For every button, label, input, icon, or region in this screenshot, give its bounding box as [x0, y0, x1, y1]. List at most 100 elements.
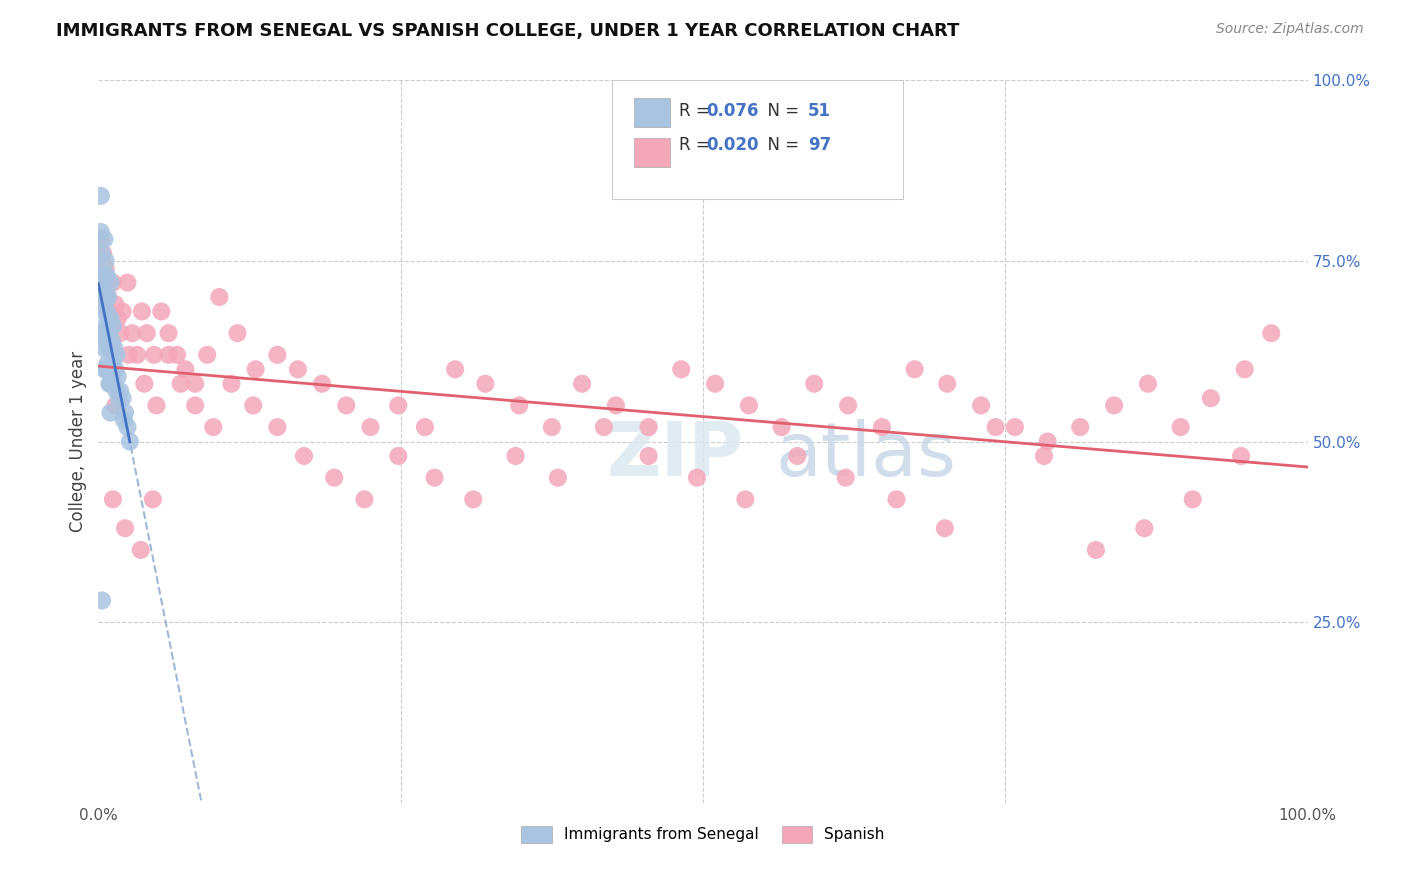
Point: [474, 376, 496, 391]
FancyBboxPatch shape: [634, 138, 671, 167]
Point: [104, 362, 127, 376]
Point: [91, 246, 114, 260]
Point: [686, 470, 709, 484]
Point: [803, 376, 825, 391]
Point: [100, 334, 122, 348]
Point: [592, 420, 614, 434]
Point: [91, 341, 114, 355]
Point: [157, 348, 180, 362]
Point: [134, 376, 156, 391]
Point: [870, 420, 893, 434]
Point: [90, 225, 112, 239]
Point: [108, 326, 131, 340]
Point: [91, 290, 114, 304]
Point: [738, 398, 761, 412]
Point: [157, 326, 180, 340]
Point: [1033, 449, 1056, 463]
Point: [571, 376, 593, 391]
Point: [184, 376, 207, 391]
Point: [100, 341, 122, 355]
Point: [1069, 420, 1091, 434]
Point: [508, 398, 530, 412]
Point: [786, 449, 808, 463]
Point: [93, 268, 115, 283]
Point: [100, 318, 122, 333]
Point: [605, 398, 627, 412]
Point: [287, 362, 309, 376]
Point: [226, 326, 249, 340]
Point: [353, 492, 375, 507]
Text: 51: 51: [808, 103, 831, 120]
Point: [1233, 362, 1256, 376]
Point: [360, 420, 382, 434]
Point: [1085, 542, 1108, 557]
Point: [98, 311, 121, 326]
Point: [91, 326, 114, 340]
Point: [540, 420, 562, 434]
Point: [103, 341, 125, 355]
Point: [107, 311, 129, 326]
Legend: Immigrants from Senegal, Spanish: Immigrants from Senegal, Spanish: [515, 820, 891, 849]
Point: [174, 362, 197, 376]
Point: [292, 449, 315, 463]
Point: [103, 376, 125, 391]
Point: [98, 376, 121, 391]
Point: [107, 369, 129, 384]
Point: [266, 420, 288, 434]
Point: [101, 355, 124, 369]
Point: [93, 326, 115, 340]
Point: [112, 413, 135, 427]
Point: [423, 470, 446, 484]
Point: [387, 398, 409, 412]
Point: [93, 362, 115, 376]
Point: [101, 492, 124, 507]
Text: N =: N =: [758, 103, 804, 120]
Point: [934, 521, 956, 535]
Point: [101, 276, 124, 290]
Point: [91, 283, 114, 297]
Point: [97, 326, 120, 340]
Text: 0.076: 0.076: [707, 103, 759, 120]
Point: [91, 593, 114, 607]
Point: [413, 420, 436, 434]
Point: [135, 326, 157, 340]
Point: [117, 420, 139, 434]
Point: [936, 376, 959, 391]
Text: atlas: atlas: [776, 419, 956, 492]
Point: [984, 420, 1007, 434]
Point: [671, 362, 693, 376]
Point: [837, 398, 859, 412]
Point: [1230, 449, 1253, 463]
Point: [904, 362, 927, 376]
Point: [93, 297, 115, 311]
Point: [94, 253, 117, 268]
Point: [100, 369, 122, 384]
Point: [97, 290, 120, 304]
Point: [150, 304, 173, 318]
Point: [100, 276, 122, 290]
Point: [114, 406, 136, 420]
Point: [970, 398, 993, 412]
Text: 97: 97: [808, 136, 831, 154]
Text: 0.020: 0.020: [707, 136, 759, 154]
Point: [91, 304, 114, 318]
Point: [221, 376, 243, 391]
Point: [1004, 420, 1026, 434]
Point: [96, 268, 118, 283]
Point: [637, 420, 659, 434]
Point: [96, 334, 118, 348]
Text: N =: N =: [758, 136, 804, 154]
Point: [100, 376, 122, 391]
Point: [143, 348, 166, 362]
Text: R =: R =: [679, 103, 714, 120]
Point: [118, 434, 141, 449]
Point: [96, 362, 118, 376]
Point: [184, 398, 207, 412]
Point: [734, 492, 756, 507]
Point: [195, 348, 218, 362]
Point: [202, 420, 225, 434]
Point: [131, 304, 153, 318]
Point: [90, 189, 112, 203]
Point: [886, 492, 908, 507]
Point: [94, 290, 117, 304]
